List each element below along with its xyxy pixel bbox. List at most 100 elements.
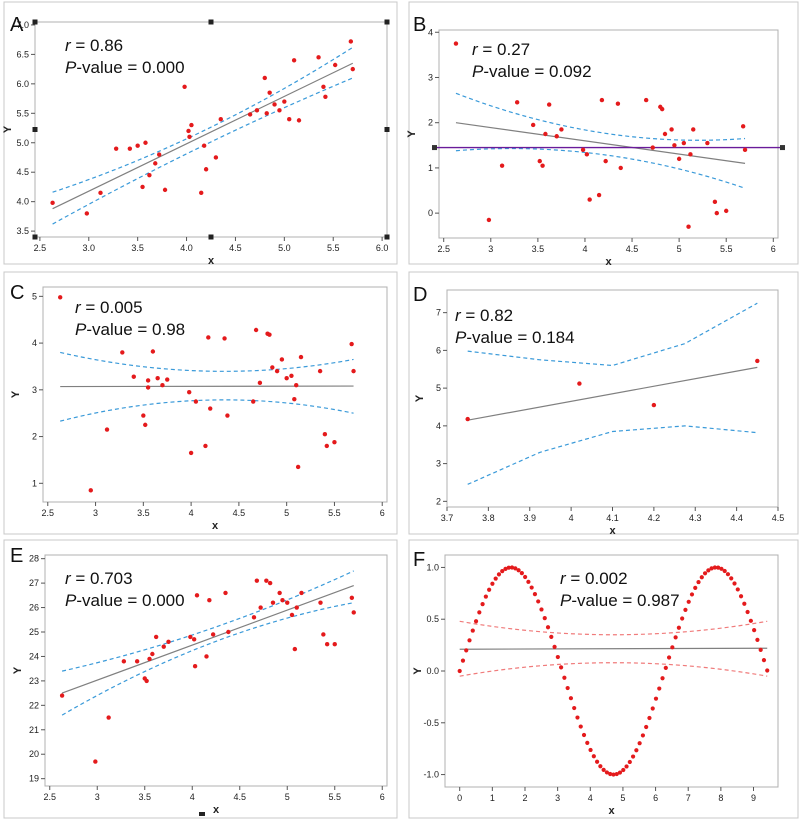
data-point: [667, 655, 671, 659]
x-tick-label: 4.0: [180, 243, 193, 253]
data-point: [477, 610, 481, 614]
x-tick-label: 6: [380, 508, 385, 518]
data-point: [474, 619, 478, 623]
data-point: [165, 377, 169, 381]
data-point: [285, 600, 289, 604]
data-point: [318, 369, 322, 373]
r-value: = 0.27: [478, 40, 530, 59]
selection-handle: [33, 235, 38, 240]
x-tick-label: 3: [555, 793, 560, 803]
data-point: [715, 211, 719, 215]
data-point: [293, 647, 297, 651]
x-tick-label: 5: [620, 793, 625, 803]
y-tick-label: 0: [428, 208, 433, 218]
data-point: [651, 145, 655, 149]
data-point: [484, 594, 488, 598]
x-tick-label: 3.7: [441, 513, 454, 523]
y-tick-label: 6.5: [16, 49, 29, 59]
data-point: [189, 123, 193, 127]
y-tick-label: 3: [32, 385, 37, 395]
data-point: [616, 102, 620, 106]
selection-handle: [385, 20, 390, 25]
x-tick-label: 4.5: [233, 508, 246, 518]
x-tick-label: 5: [677, 244, 682, 254]
data-point: [204, 654, 208, 658]
data-point: [644, 725, 648, 729]
x-tick-label: 2: [522, 793, 527, 803]
data-point: [264, 578, 268, 582]
data-point: [275, 369, 279, 373]
data-point: [290, 613, 294, 617]
data-point: [135, 143, 139, 147]
x-tick-label: 1: [490, 793, 495, 803]
data-point: [143, 141, 147, 145]
y-tick-label: 4.5: [16, 167, 29, 177]
data-point: [597, 193, 601, 197]
data-point: [743, 148, 747, 152]
data-point: [587, 197, 591, 201]
data-point: [490, 582, 494, 586]
data-point: [321, 85, 325, 89]
data-point: [299, 591, 303, 595]
data-point: [182, 85, 186, 89]
mean-line-handle: [432, 145, 437, 150]
data-point: [155, 376, 159, 380]
data-point: [219, 117, 223, 121]
data-point: [543, 132, 547, 136]
data-point: [579, 724, 583, 728]
data-point: [160, 383, 164, 387]
data-point: [538, 159, 542, 163]
data-point: [723, 569, 727, 573]
data-point: [146, 385, 150, 389]
data-point: [755, 638, 759, 642]
p-value: -value = 0.000: [76, 58, 184, 77]
selection-handle: [209, 20, 214, 25]
x-tick-label: 4: [582, 244, 587, 254]
p-value: -value = 0.092: [483, 62, 591, 81]
data-point: [500, 163, 504, 167]
y-tick-label: 4: [32, 338, 37, 348]
data-point: [556, 655, 560, 659]
data-point: [672, 143, 676, 147]
data-point: [153, 161, 157, 165]
data-point: [349, 342, 353, 346]
panel-letter: C: [10, 282, 24, 304]
data-point: [670, 645, 674, 649]
data-point: [193, 664, 197, 668]
data-point: [664, 666, 668, 670]
data-point: [660, 107, 664, 111]
data-point: [638, 741, 642, 745]
selection-handle: [385, 235, 390, 240]
data-point: [652, 403, 656, 407]
data-point: [600, 98, 604, 102]
r-value-text: r = 0.82: [455, 306, 513, 325]
data-point: [223, 591, 227, 595]
data-point: [480, 602, 484, 606]
p-value-text: P-value = 0.000: [65, 591, 185, 610]
y-tick-label: 3.5: [16, 226, 29, 236]
data-point: [321, 632, 325, 636]
r-value: = 0.703: [71, 569, 133, 588]
p-symbol: P: [65, 58, 77, 77]
y-tick-label: 19: [29, 774, 39, 784]
data-point: [687, 600, 691, 604]
p-symbol: P: [75, 320, 87, 339]
data-point: [471, 628, 475, 632]
r-value-text: r = 0.27: [472, 40, 530, 59]
data-point: [292, 397, 296, 401]
y-tick-label: 5.0: [16, 138, 29, 148]
x-tick-label: 5.5: [328, 508, 341, 518]
data-point: [700, 575, 704, 579]
data-point: [222, 336, 226, 340]
y-tick-label: 24: [29, 651, 39, 661]
y-tick-label: 1: [32, 478, 37, 488]
data-point: [297, 118, 301, 122]
x-tick-label: 9: [751, 793, 756, 803]
data-point: [572, 706, 576, 710]
data-point: [749, 619, 753, 623]
x-tick-label: 8: [718, 793, 723, 803]
data-point: [619, 166, 623, 170]
data-point: [325, 642, 329, 646]
data-point: [680, 616, 684, 620]
